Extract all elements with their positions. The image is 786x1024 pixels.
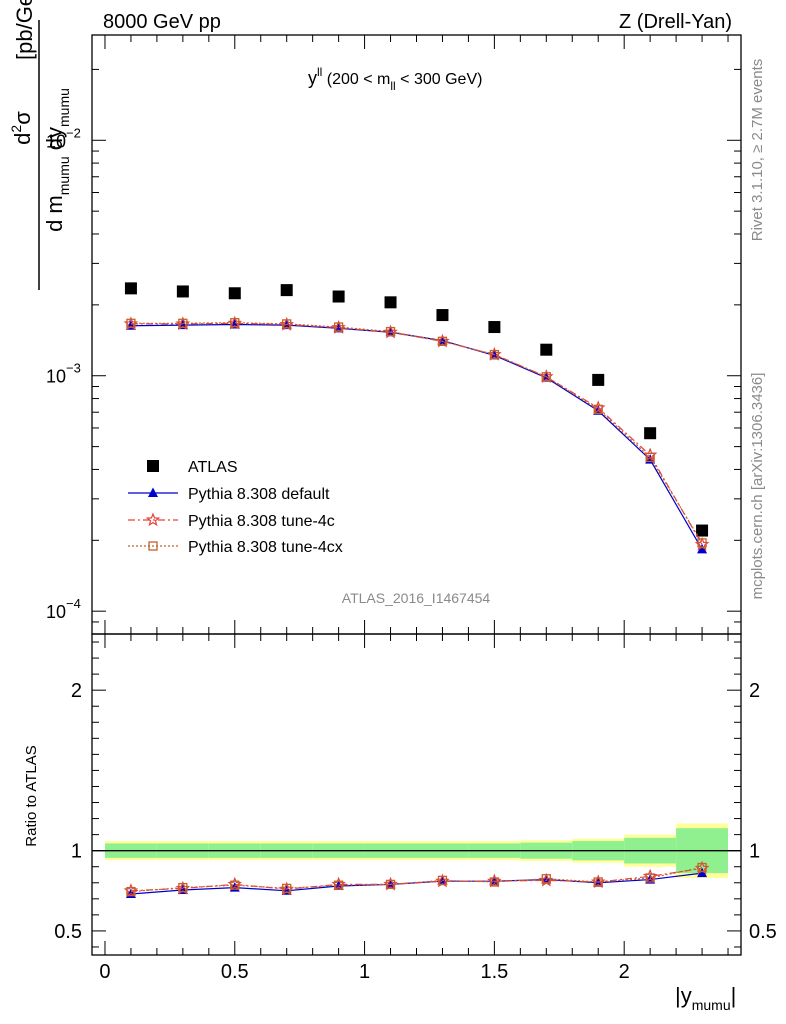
main-point-tune4cx [541,372,551,382]
main-point-tune4cx [282,319,292,329]
main-point-atlas [176,285,189,298]
ratio-point-tune4cx [541,874,551,884]
main-title: yll (200 < mll < 300 GeV) [308,65,482,93]
process-label: Z (Drell-Yan) [619,11,732,33]
ratio-point-tune4cx [230,880,240,890]
ratio-point-tune4cx [437,875,448,886]
y-tick-label-exponent: −2 [66,125,81,140]
legend-marker-tune4cx [148,541,158,551]
main-point-atlas [124,282,137,295]
main-point-tune4cx [126,318,136,328]
ratio-point-tune4cx [697,862,707,873]
main-point-tune4cx [437,336,448,346]
ratio-series-line-tune4cx [130,866,703,893]
main-point-atlas [332,290,345,303]
x-tick-label: 1 [359,961,370,983]
main-point-default [697,543,708,554]
y-tick-label-exponent: −4 [66,596,81,611]
ratio-point-tune4cx [645,873,655,883]
ratio-y-tick-label-right: 0.5 [749,921,777,943]
y-tick-label-exponent: −3 [66,361,81,376]
svg-text:|ymumu|: |ymumu| [675,983,736,1013]
legend-label-tune4cx: Pythia 8.308 tune-4cx [188,539,343,556]
x-tick-label: 0.5 [221,961,249,983]
ratio-point-default [697,867,708,878]
x-axis-label: |ymumu| [675,983,736,1013]
ratio-point-tune4cx [333,880,344,890]
watermark: ATLAS_2016_I1467454 [342,590,491,606]
rivet-label: Rivet 3.1.10, ≥ 2.7M events [749,59,766,242]
mcplots-label: mcplots.cern.ch [arXiv:1306.3436] [749,373,766,600]
ratio-point-tune4cx [126,886,136,897]
legend-marker-tune4c [145,512,161,527]
ratio-point-tune4cx [178,882,188,893]
energy-label: 8000 GeV pp [103,11,221,33]
x-tick-label: 2 [619,961,630,983]
main-point-tune4cx [333,322,344,332]
ratio-point-tune4cx [385,879,396,890]
y-tick-label: 10 [46,367,66,387]
x-tick-label: 1.5 [480,961,508,983]
main-point-atlas [228,287,241,300]
ratio-y-tick-label-left: 2 [71,680,82,702]
main-series-line-tune4c [130,322,703,545]
main-point-tune4cx [178,318,188,328]
ratio-y-tick-label-right: 2 [749,680,760,702]
ratio-series-line-default [130,872,703,895]
y-tick-label: 10 [46,602,66,622]
ratio-point-tune4cx [489,877,500,887]
main-point-tune4cx [593,404,603,414]
main-point-tune4cx [489,349,500,360]
svg-text:[pb/GeV]: [pb/GeV] [12,0,37,60]
ratio-point-tune4cx [282,883,292,894]
ratio-point-tune4cx [593,877,603,887]
main-point-atlas [280,284,293,297]
svg-text:yll (200 < mll < 300 GeV): yll (200 < mll < 300 GeV) [308,65,482,93]
main-point-atlas [696,524,709,537]
main-point-tune4cx [230,318,240,328]
main-point-tune4cx [645,452,655,463]
ratio-y-tick-label-left: 1 [71,841,82,863]
main-point-atlas [592,373,605,386]
legend-marker-atlas [147,460,159,472]
x-tick-label: 0 [99,961,110,983]
ratio-y-tick-label-left: 0.5 [54,921,82,943]
ratio-y-axis-label: Ratio to ATLAS [23,745,40,846]
main-point-atlas [644,427,657,440]
ratio-plot-frame [91,633,742,956]
main-point-atlas [436,309,449,322]
main-point-tune4cx [385,326,396,337]
ratio-series-line-tune4c [130,867,703,892]
legend-label-tune4c: Pythia 8.308 tune-4c [188,513,335,530]
legend-marker-default [148,487,158,497]
svg-text:d mmumu dymumu: d mmumu dymumu [42,88,72,232]
main-series-line-tune4cx [130,322,703,544]
y-tick-label: 10 [46,131,66,151]
main-point-tune4cx [697,538,707,548]
legend-label-default: Pythia 8.308 default [188,486,330,503]
main-point-atlas [540,343,553,356]
main-point-atlas [384,296,397,309]
legend-label-atlas: ATLAS [188,459,238,476]
ratio-y-tick-label-right: 1 [749,841,760,863]
svg-text:d2σ: d2σ [8,111,35,145]
main-point-atlas [488,321,501,334]
